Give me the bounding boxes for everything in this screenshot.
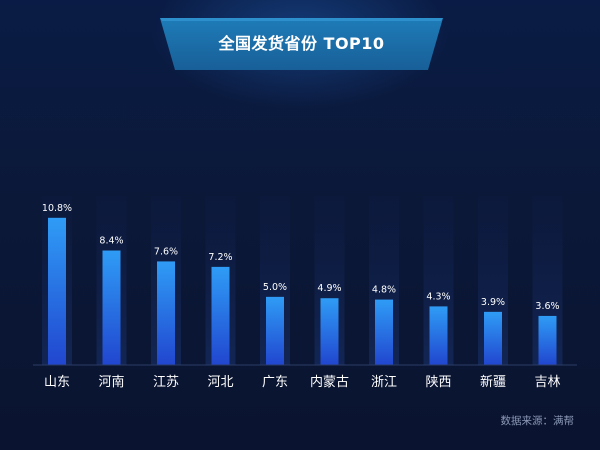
x-tick-label: 江苏 <box>153 374 179 390</box>
data-label: 5.0% <box>263 282 287 293</box>
x-tick-label: 内蒙古 <box>310 374 349 390</box>
title-banner: 全国发货省份 TOP10 <box>160 18 443 70</box>
bar <box>48 217 66 365</box>
data-label: 3.9% <box>481 297 505 308</box>
data-labels: 10.8% 8.4% 7.6% 7.2% 5.0% 4.9% 4.8% 4.3% 3.9% 3.6… <box>42 203 560 312</box>
chart-title: 全国发货省份 TOP10 <box>218 34 385 53</box>
bar <box>102 250 121 365</box>
bar <box>320 298 339 365</box>
data-label: 8.4% <box>99 236 123 247</box>
bar <box>484 311 502 365</box>
bar <box>429 306 448 365</box>
data-label: 4.3% <box>426 291 450 302</box>
data-source-note: 数据来源：满帮 <box>500 415 575 427</box>
bar <box>157 261 175 365</box>
data-label: 4.8% <box>372 285 396 296</box>
x-tick-label: 河北 <box>207 375 233 390</box>
data-label: 3.6% <box>535 301 559 312</box>
x-tick-label: 山东 <box>44 375 70 390</box>
data-label: 10.8% <box>42 203 72 214</box>
x-tick-label: 河南 <box>98 374 124 390</box>
bar <box>211 266 230 365</box>
x-tick-label: 吉林 <box>534 375 560 390</box>
x-tick-label: 浙江 <box>371 375 397 390</box>
bar <box>375 299 393 365</box>
data-label: 7.2% <box>208 252 232 263</box>
bar <box>266 296 284 365</box>
data-label: 7.6% <box>154 246 178 257</box>
x-tick-label: 新疆 <box>480 374 506 390</box>
x-tick-label: 广东 <box>262 375 288 390</box>
x-tick-labels: 山东 河南 江苏 河北 广东 内蒙古 浙江 陕西 新疆 吉林 <box>44 374 561 390</box>
title-banner-shape <box>160 18 443 70</box>
bar-series <box>48 217 557 365</box>
data-label: 4.9% <box>317 283 341 294</box>
x-tick-label: 陕西 <box>425 375 451 390</box>
bar <box>538 315 557 365</box>
